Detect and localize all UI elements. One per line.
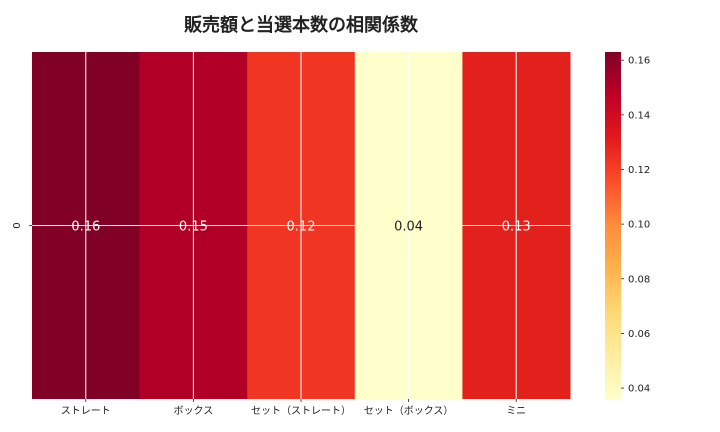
x-tick-label: セット（ストレート） (251, 405, 351, 417)
x-axis-tick-labels: ストレート ボックス セット（ストレート） セット（ボックス） ミニ (61, 399, 526, 417)
colorbar-tick-label: 0.04 (628, 384, 650, 395)
y-axis-tick-labels: 0 (12, 222, 32, 229)
cell-value-label: 0.04 (394, 220, 423, 235)
y-tick-label: 0 (12, 222, 23, 228)
colorbar-tick-label: 0.10 (628, 220, 650, 231)
x-tick-label: セット（ボックス） (364, 405, 454, 417)
cell-value-label: 0.13 (502, 220, 531, 235)
cell-value-labels: 0.16 0.15 0.12 0.04 0.13 (71, 220, 530, 235)
colorbar-tick-label: 0.14 (628, 110, 650, 121)
x-tick-label: ボックス (174, 405, 214, 417)
chart-title: 販売額と当選本数の相関係数 (184, 14, 419, 36)
cell-value-label: 0.15 (179, 220, 208, 235)
colorbar-tick-label: 0.06 (628, 329, 650, 340)
cell-value-label: 0.12 (287, 220, 316, 235)
colorbar (605, 52, 621, 399)
colorbar-tick-label: 0.08 (628, 274, 650, 285)
colorbar-tick-label: 0.16 (628, 56, 650, 67)
colorbar-tick-label: 0.12 (628, 165, 650, 176)
cell-value-label: 0.16 (71, 220, 100, 235)
x-tick-label: ミニ (506, 406, 526, 417)
colorbar-tick-labels: 0.04 0.06 0.08 0.10 0.12 0.14 0.16 (621, 56, 650, 395)
gridlines (32, 52, 570, 399)
x-tick-label: ストレート (61, 406, 111, 417)
